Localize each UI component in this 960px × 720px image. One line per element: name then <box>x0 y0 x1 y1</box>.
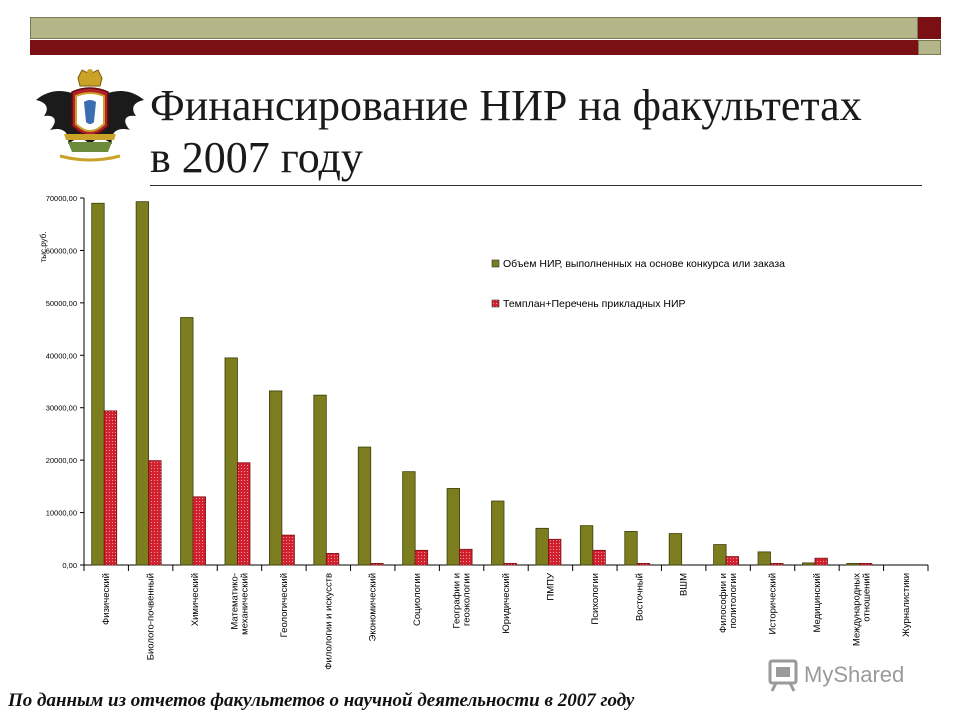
bar-series2 <box>281 534 295 566</box>
legend-swatch <box>491 259 500 268</box>
bar-series2 <box>592 549 606 566</box>
bar-series2 <box>325 553 340 566</box>
watermark: MyShared <box>768 659 904 692</box>
header-stripe <box>30 40 918 55</box>
bar-series1 <box>802 562 816 566</box>
x-tick-label: Географии и <box>452 573 463 628</box>
bar-series2 <box>370 563 384 566</box>
x-tick-label: Исторический <box>768 573 779 634</box>
x-tick-label: Медицинский <box>812 573 823 632</box>
x-tick-label: Восточный <box>634 573 645 621</box>
x-tick-label: Социологии <box>412 573 423 626</box>
bar-series2 <box>103 410 118 566</box>
bar-series2 <box>858 563 873 566</box>
slide-title-line2: в 2007 году <box>150 133 363 182</box>
x-tick-label: геоэкологии <box>462 573 473 626</box>
x-tick-label: отношений <box>861 573 872 622</box>
legend-label: Темплан+Перечень прикладных НИР <box>503 298 686 310</box>
x-tick-label: ВШМ <box>679 573 690 596</box>
bar-series2 <box>548 538 562 566</box>
bar-series1 <box>402 471 416 566</box>
x-tick-label: Физический <box>101 573 112 625</box>
bar-series2 <box>770 563 784 566</box>
bar-series1 <box>446 488 460 566</box>
y-tick-label: 40000,00 <box>46 351 77 360</box>
y-tick-label: 70000,00 <box>46 194 77 203</box>
presentation-icon <box>768 659 798 692</box>
bar-series1 <box>135 201 150 566</box>
title-divider <box>150 185 922 186</box>
header-band <box>30 17 918 39</box>
bar-series1 <box>624 531 638 566</box>
x-tick-label: Филологии и искусств <box>323 573 334 670</box>
y-tick-label: 0,00 <box>62 561 77 570</box>
x-tick-label: Биолого-почвенный <box>146 573 157 660</box>
bar-series2 <box>148 460 162 566</box>
x-tick-label: Геологический <box>279 573 290 637</box>
bar-series1 <box>668 533 683 566</box>
corner-square <box>918 40 941 55</box>
x-tick-label: Философии и <box>718 573 729 633</box>
bar-series1 <box>757 551 771 566</box>
chart-legend: Объем НИР, выполненных на основе конкурс… <box>491 258 785 310</box>
bar-series1 <box>268 390 283 566</box>
y-tick-label: 20000,00 <box>46 456 77 465</box>
bar-series2 <box>192 496 206 566</box>
bar-series1 <box>491 500 505 566</box>
y-axis-label: тыс.руб. <box>39 232 48 263</box>
bar-series2 <box>725 556 740 566</box>
bar-series1 <box>180 317 194 566</box>
x-tick-label: Экономический <box>368 573 379 642</box>
bar-series1 <box>313 394 327 566</box>
x-tick-label: Международных <box>851 573 862 646</box>
bar-series2 <box>237 462 251 566</box>
x-tick-label: механический <box>239 573 250 635</box>
x-tick-label: Химический <box>190 573 201 626</box>
bar-series1 <box>713 544 727 566</box>
bar-series1 <box>91 202 105 566</box>
x-tick-label: ПМПУ <box>545 572 556 601</box>
funding-bar-chart: 0,00 10000,00 20000,00 30000,00 40000,00 5000… <box>39 194 929 670</box>
y-tick-label: 60000,00 <box>46 246 77 255</box>
legend-label: Объем НИР, выполненных на основе конкурс… <box>503 258 785 270</box>
x-tick-label: политологии <box>728 573 739 628</box>
x-tick-label: Психологии <box>590 573 601 625</box>
bar-series2 <box>636 563 651 566</box>
y-tick-label: 10000,00 <box>46 509 77 518</box>
x-tick-label: Журналистики <box>901 573 912 637</box>
y-tick-label: 30000,00 <box>46 404 77 413</box>
corner-square <box>918 17 941 39</box>
bar-series1 <box>846 563 860 566</box>
watermark-text: MyShared <box>804 662 904 687</box>
y-tick-label: 50000,00 <box>46 299 77 308</box>
slide-title: Финансирование НИР на факультетах в 2007… <box>150 80 940 184</box>
university-emblem-icon <box>36 69 144 162</box>
x-tick-label: Юридический <box>501 573 512 634</box>
bar-series1 <box>579 525 594 566</box>
bar-series2 <box>814 557 828 566</box>
bar-series1 <box>535 527 549 566</box>
bar-series2 <box>503 563 517 566</box>
source-note: По данным из отчетов факультетов о научн… <box>8 690 635 711</box>
bar-series2 <box>459 548 473 566</box>
bar-series1 <box>357 446 372 566</box>
legend-swatch <box>491 299 500 308</box>
bar-series2 <box>414 549 429 566</box>
slide-title-line1: Финансирование НИР на факультетах <box>150 81 862 130</box>
x-tick-label: Математико- <box>229 573 240 630</box>
bar-series1 <box>224 357 238 566</box>
